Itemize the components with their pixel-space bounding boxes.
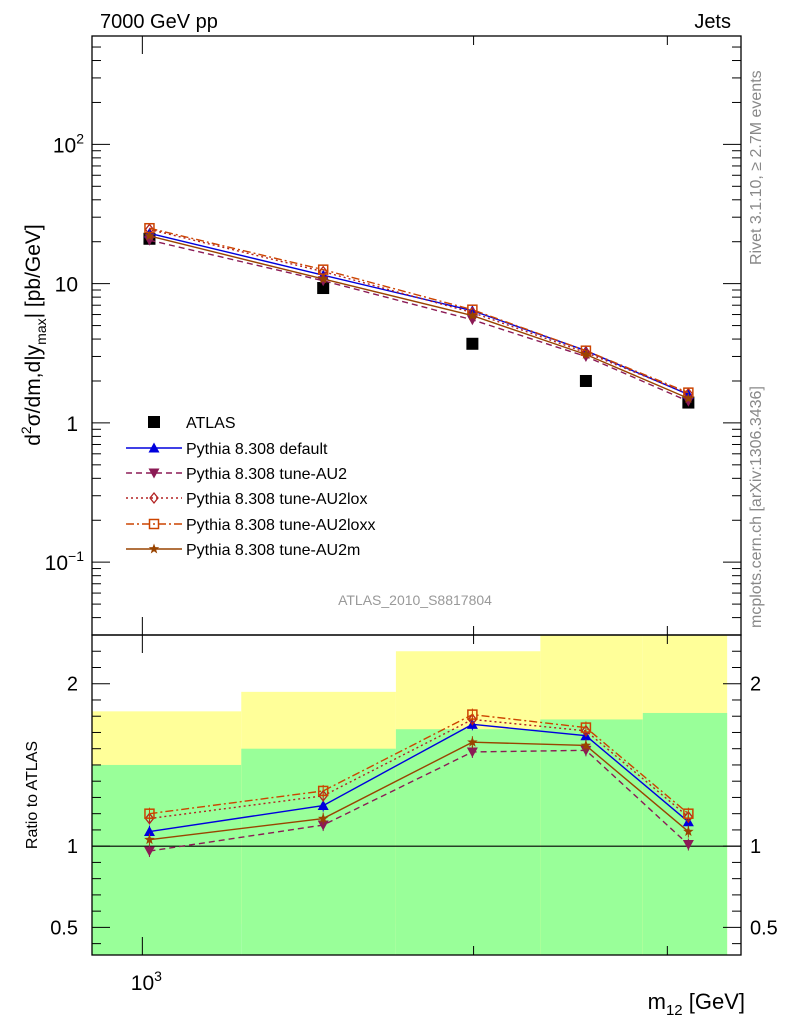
mcplots-reference-label: mcplots.cern.ch [arXiv:1306.3436]: [748, 386, 765, 628]
data-point-0: [317, 282, 330, 295]
ratio-point-4: [467, 736, 478, 747]
header-energy-label: 7000 GeV pp: [100, 11, 218, 33]
series-line-1: [149, 232, 689, 396]
x-axis-label: m12 [GeV]: [648, 989, 745, 1019]
ratio-point-4: [580, 739, 592, 750]
legend: ATLAS Pythia 8.308 default Pythia 8.308 …: [126, 415, 375, 559]
header-process-label: Jets: [694, 11, 731, 33]
data-point-5: [580, 348, 592, 359]
legend-label-au2loxx: Pythia 8.308 tune-AU2loxx: [186, 517, 375, 534]
legend-marker-5: [148, 543, 160, 554]
ratio-point-3: [683, 808, 694, 819]
data-point-5: [317, 273, 329, 284]
legend-label-au2lox: Pythia 8.308 tune-AU2lox: [186, 491, 367, 508]
ratio-y-tick-label-left: 1: [67, 836, 78, 858]
main-y-tick-labels: 10−1 1 10 102: [45, 130, 85, 575]
ratio-point-4: [317, 813, 329, 823]
ratio-point-3: [580, 722, 592, 733]
ratio-point-3: [467, 709, 478, 720]
ratio-band-green: [642, 712, 728, 955]
ratio-point-1: [682, 840, 694, 851]
ratio-band-green: [92, 764, 242, 955]
ratio-y-axis-label: Ratio to ATLAS: [24, 741, 41, 849]
ratio-point-2: [683, 810, 694, 823]
data-point-2: [143, 235, 155, 246]
legend-marker-3: [149, 491, 159, 505]
ratio-band-green: [241, 748, 396, 955]
legend-label-au2m: Pythia 8.308 tune-AU2m: [186, 542, 360, 559]
ratio-point-2: [467, 713, 478, 726]
series-line-4: [149, 227, 689, 394]
ratio-y-tick-label-left: 0.5: [50, 917, 78, 939]
legend-label-default: Pythia 8.308 default: [186, 441, 328, 458]
data-point-5: [144, 230, 155, 241]
legend-marker-2: [148, 468, 160, 479]
ratio-uncertainty-bands: [92, 635, 741, 955]
ratio-y-tick-label-left: 2: [67, 674, 78, 696]
ratio-band-green: [395, 729, 541, 955]
ratio-y-tick-label-right: 0.5: [750, 917, 778, 939]
series-line-3: [149, 228, 689, 395]
legend-label-au2: Pythia 8.308 tune-AU2: [186, 466, 347, 483]
ratio-point-0: [317, 800, 329, 811]
ratio-point-2: [318, 789, 329, 802]
data-point-3: [581, 346, 591, 359]
ratio-point-3: [317, 785, 329, 797]
ratio-y-tick-label-right: 1: [750, 836, 761, 858]
data-point-0: [579, 374, 592, 387]
y-tick-label: 10−1: [45, 548, 85, 575]
data-point-2: [466, 315, 478, 326]
main-y-axis-label: d2σ/dm,d|ymax| [pb/GeV]: [18, 224, 49, 446]
ratio-point-4: [683, 826, 694, 836]
legend-marker-4: [148, 518, 160, 530]
axis-ticks: [91, 35, 741, 955]
y-tick-label: 102: [53, 130, 84, 157]
main-series: [143, 222, 695, 409]
series-line-5: [149, 235, 689, 400]
ratio-point-3: [144, 808, 155, 819]
y-tick-label: 1: [66, 413, 78, 436]
ratio-y-tick-label-right: 2: [750, 674, 761, 696]
legend-label-atlas: ATLAS: [186, 415, 236, 432]
legend-marker-0: [148, 416, 160, 428]
ratio-point-1: [317, 820, 329, 831]
ratio-point-1: [466, 747, 478, 758]
ratio-point-2: [144, 812, 155, 825]
ratio-point-0: [143, 826, 155, 837]
data-point-5: [467, 310, 478, 320]
ratio-series: [143, 708, 694, 858]
ratio-plot-frame: [91, 634, 742, 956]
data-point-5: [683, 392, 694, 403]
data-point-0: [466, 337, 479, 350]
rivet-version-label: Rivet 3.1.10, ≥ 2.7M events: [748, 70, 765, 265]
x-tick-label: 103: [131, 968, 162, 995]
y-tick-label: 10: [55, 274, 78, 297]
analysis-id-watermark: ATLAS_2010_S8817804: [338, 592, 492, 608]
ratio-y-tick-labels: 0.5 1 2 0.5 1 2: [50, 674, 778, 940]
ratio-band-green: [540, 719, 643, 955]
ratio-point-4: [144, 834, 155, 845]
legend-marker-1: [148, 442, 160, 453]
series-line-2: [149, 239, 689, 402]
ratio-line-2: [149, 718, 689, 820]
ratio-point-1: [143, 846, 155, 857]
data-point-2: [682, 396, 694, 407]
